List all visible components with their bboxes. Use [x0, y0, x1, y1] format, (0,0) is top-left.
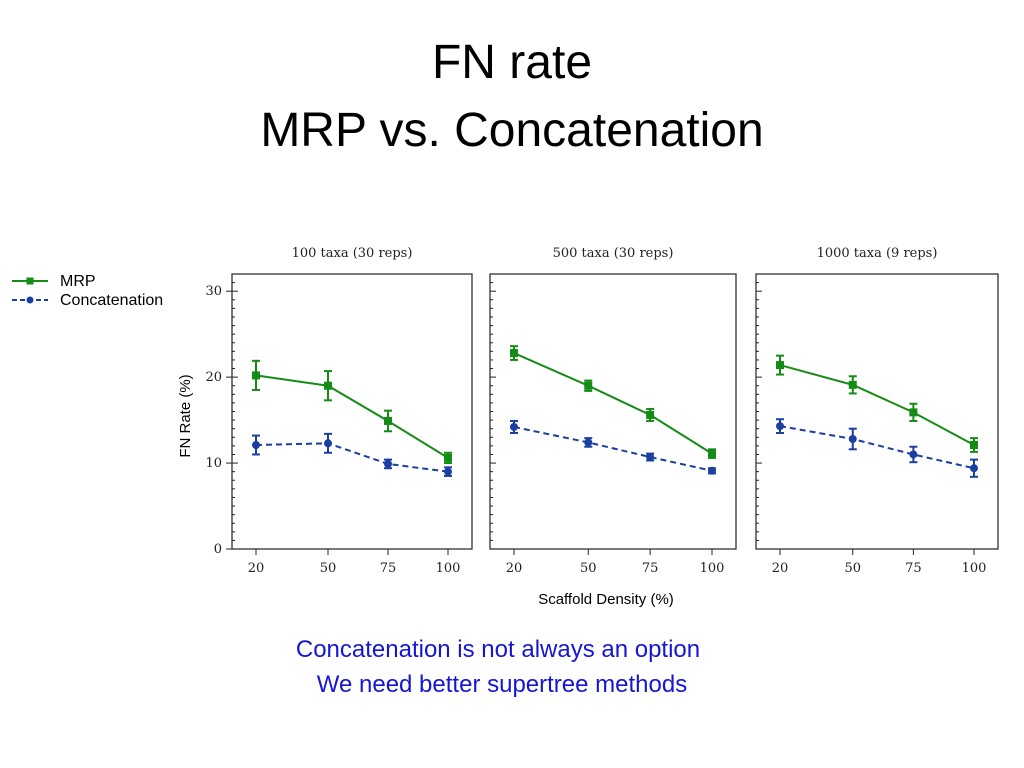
x-tick-label: 20: [248, 561, 265, 576]
y-axis-label: FN Rate (%): [177, 374, 194, 457]
y-tick-label: 30: [205, 284, 222, 299]
data-point: [384, 459, 392, 468]
data-point: [776, 361, 784, 370]
x-tick-label: 100: [436, 561, 461, 576]
data-point: [384, 416, 392, 425]
data-point: [646, 410, 655, 419]
series-line: [255, 442, 449, 473]
data-point: [324, 439, 332, 448]
panel-3: 1000 taxa (9 reps) 20 50 75 100: [755, 246, 999, 576]
data-point: [584, 438, 593, 447]
panel-frame: [489, 273, 737, 550]
legend-concatenation-label: Concatenation: [60, 292, 163, 309]
legend-concatenation-marker: [26, 296, 34, 304]
series-concatenation: [510, 419, 716, 475]
panel-title: 500 taxa (30 reps): [553, 246, 674, 261]
panel-title: 100 taxa (30 reps): [292, 246, 413, 261]
data-point: [324, 381, 332, 390]
message-line1: Concatenation is not always an option: [295, 636, 701, 663]
legend-mrp-label: MRP: [60, 273, 96, 290]
data-point: [252, 371, 260, 380]
slide-title-line2: MRP vs. Concatenation: [260, 104, 764, 157]
series-line: [779, 364, 975, 446]
series-line: [255, 374, 449, 459]
x-tick-label: 50: [844, 561, 861, 576]
data-point: [510, 349, 518, 358]
x-tick-label: 100: [700, 561, 725, 576]
data-point: [848, 380, 857, 389]
data-point: [510, 422, 518, 431]
fn-rate-chart: MRP Concatenation FN Rate (%) Scaffold D…: [12, 246, 999, 608]
series-concatenation: [776, 418, 978, 478]
x-tick-label: 50: [580, 561, 597, 576]
data-point: [970, 441, 978, 450]
data-point: [444, 453, 452, 462]
data-point: [708, 466, 716, 475]
y-tick-label: 20: [205, 370, 222, 385]
data-point: [584, 381, 593, 390]
series-mrp: [510, 345, 716, 459]
series-concatenation: [252, 432, 452, 477]
x-tick-label: 100: [962, 561, 987, 576]
x-axis-label: Scaffold Density (%): [538, 591, 674, 608]
series-mrp: [776, 354, 978, 453]
x-tick-label: 75: [905, 561, 922, 576]
y-tick-label: 0: [214, 542, 222, 557]
y-tick-label: 10: [205, 456, 222, 471]
x-tick-label: 75: [380, 561, 397, 576]
data-point: [848, 435, 857, 443]
series-line: [513, 425, 713, 472]
data-point: [776, 422, 784, 431]
message-line2: We need better supertree methods: [316, 671, 688, 698]
panel-2: 500 taxa (30 reps) 20 50 75 100: [489, 246, 737, 576]
data-point: [708, 449, 716, 458]
legend: MRP Concatenation: [12, 273, 163, 309]
panel-frame: [231, 273, 473, 550]
data-point: [909, 450, 918, 459]
x-tick-label: 20: [772, 561, 789, 576]
panel-1: 100 taxa (30 reps) 0 10 20 30 20 50 75 100: [205, 246, 473, 576]
data-point: [252, 441, 260, 450]
series-line: [513, 352, 713, 455]
x-tick-label: 75: [642, 561, 659, 576]
data-point: [444, 467, 452, 476]
series-mrp: [252, 359, 452, 465]
x-tick-label: 50: [320, 561, 337, 576]
data-point: [646, 453, 655, 462]
panel-title: 1000 taxa (9 reps): [817, 246, 938, 261]
data-point: [909, 408, 918, 417]
slide-title-line1: FN rate: [431, 36, 593, 89]
panel-frame: [755, 273, 999, 550]
legend-mrp-marker: [26, 277, 34, 285]
series-line: [779, 425, 975, 470]
data-point: [970, 464, 978, 473]
x-tick-label: 20: [506, 561, 523, 576]
